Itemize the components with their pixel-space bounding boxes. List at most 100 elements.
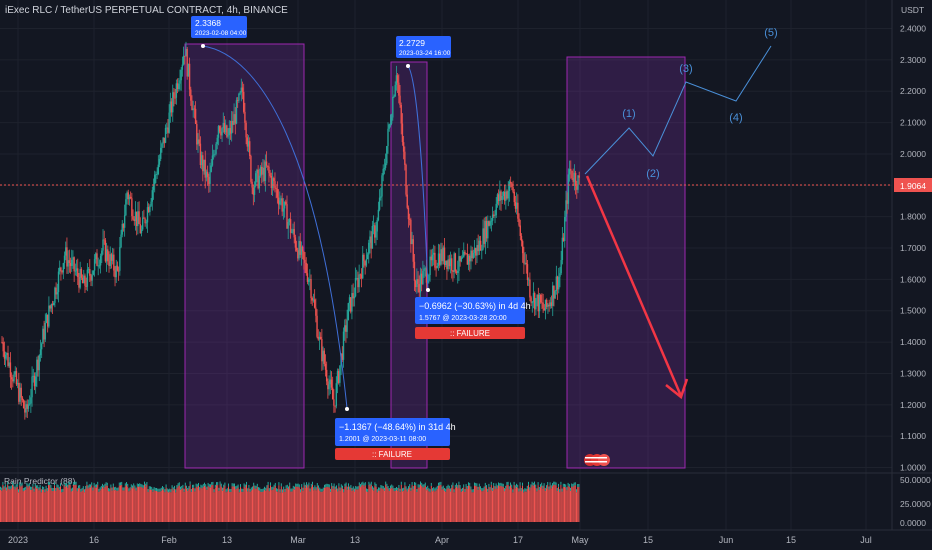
svg-text:25.0000: 25.0000: [900, 499, 931, 509]
indicator-bar: [192, 487, 193, 522]
candle: [513, 189, 515, 206]
indicator-bar: [354, 491, 355, 522]
indicator-bar: [542, 488, 544, 522]
indicator-bar-cap: [252, 486, 253, 490]
indicator-bar: [513, 484, 515, 522]
price-tick-label: 2.4000: [900, 24, 926, 34]
candle: [187, 63, 190, 77]
indicator-bar-cap: [180, 486, 181, 490]
indicator-bar: [236, 488, 238, 522]
candle: [80, 267, 83, 281]
candle: [478, 236, 481, 255]
indicator-bar: [26, 485, 28, 522]
indicator-bar: [165, 487, 167, 522]
candle: [190, 86, 192, 106]
indicator-bar-cap: [262, 488, 264, 492]
candle: [470, 245, 472, 270]
indicator-bar-cap: [123, 487, 125, 491]
candle: [327, 378, 329, 399]
candle: [542, 293, 544, 313]
indicator-bar-cap: [289, 482, 291, 486]
candle: [161, 142, 163, 153]
indicator-bar: [535, 487, 537, 522]
indicator-bar-cap: [368, 481, 370, 485]
economic-events-icon[interactable]: [584, 454, 610, 466]
indicator-bar: [350, 487, 352, 522]
price-scale[interactable]: 2.40002.30002.20002.10002.00001.90001.80…: [900, 24, 926, 473]
candle: [175, 79, 178, 105]
indicator-bar-cap: [170, 489, 172, 493]
indicator-bar-cap: [160, 487, 162, 491]
indicator-bar: [174, 488, 175, 522]
indicator-bar-cap: [514, 485, 516, 489]
indicator-bar: [80, 491, 82, 522]
indicator-bar-cap: [256, 483, 258, 487]
indicator-bar: [172, 490, 174, 522]
indicator-bar-cap: [166, 488, 168, 492]
candle: [479, 235, 482, 251]
indicator-bar-cap: [273, 484, 275, 488]
indicator-bar: [202, 486, 204, 522]
indicator-bar-cap: [522, 482, 523, 486]
candle: [77, 258, 79, 286]
indicator-bar: [153, 490, 155, 522]
time-scale[interactable]: 2023 16 Feb 13 Mar 13 Apr 17 May 15 Jun 15 Jul: [8, 535, 872, 545]
candle: [59, 260, 61, 275]
indicator-bar-cap: [285, 485, 287, 489]
indicator-bar: [27, 487, 29, 522]
candle: [430, 249, 432, 267]
indicator-bar: [313, 490, 315, 522]
indicator-bar: [504, 491, 505, 522]
time-tick-label: 2023: [8, 535, 28, 545]
indicator-bar: [564, 486, 565, 522]
candle: [240, 78, 242, 102]
candle: [280, 195, 282, 206]
indicator-bar: [295, 486, 297, 522]
candle: [179, 69, 181, 91]
indicator-bar-cap: [130, 484, 132, 488]
indicator-bar: [454, 487, 456, 522]
indicator-bar-cap: [172, 487, 174, 491]
indicator-bar: [289, 485, 291, 522]
candle: [2, 337, 4, 357]
indicator-bar: [496, 488, 498, 522]
candle: [1, 335, 3, 344]
indicator-bar-cap: [454, 484, 456, 488]
indicator-bar-cap: [433, 487, 435, 491]
candle: [393, 94, 395, 99]
candle: [389, 114, 392, 128]
candle: [191, 95, 193, 111]
indicator-bar-cap: [348, 483, 349, 487]
candle: [273, 176, 275, 191]
candle: [406, 184, 408, 210]
indicator-bar: [507, 484, 509, 522]
candle: [459, 255, 461, 267]
candle: [534, 291, 536, 317]
indicator-bar-cap: [148, 486, 150, 490]
indicator-bar-cap: [429, 489, 431, 493]
candle: [102, 229, 104, 255]
indicator-bar: [22, 491, 24, 522]
indicator-bar-cap: [72, 487, 73, 491]
indicator-bar-cap: [414, 482, 415, 486]
candle: [53, 301, 55, 306]
candle: [318, 331, 321, 351]
time-tick-label: Jun: [719, 535, 734, 545]
wave-labels: (1) (2) (3) (4) (5): [622, 27, 777, 180]
candle: [113, 248, 115, 277]
indicator-bar: [24, 490, 25, 522]
candle: [226, 124, 228, 139]
indicator-bar: [445, 491, 447, 522]
indicator-bar-cap: [261, 488, 263, 492]
candle: [123, 204, 126, 237]
indicator-bar-cap: [181, 485, 183, 489]
indicator-bar: [140, 486, 142, 522]
indicator-bar-cap: [118, 482, 120, 486]
indicator-bar: [147, 492, 149, 522]
indicator-bar-cap: [36, 485, 37, 489]
indicator-bar: [270, 485, 271, 522]
candle: [436, 262, 439, 269]
candle: [307, 277, 310, 286]
candle: [376, 217, 378, 241]
